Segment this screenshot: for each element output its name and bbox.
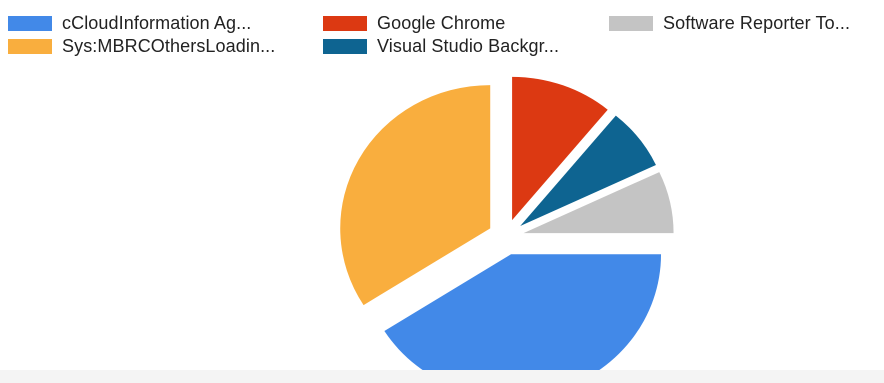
legend-label-software-reporter: Software Reporter To... [663,12,851,33]
pie-slice-ccloudinformation-ag[interactable] [384,254,662,383]
legend-swatch-visual-studio [323,38,367,54]
pie-slice-sys-mbrcothersloadin[interactable] [340,85,491,306]
legend-swatch-software-reporter [609,15,653,31]
pie-slice-google-chrome[interactable] [512,76,608,221]
legend-item-google-chrome[interactable]: Google Chrome [323,12,505,34]
legend-label-sys-mbrc: Sys:MBRCOthersLoadin... [62,35,276,56]
legend-swatch-google-chrome [323,15,367,31]
pie-slice-visual-studio-backgr[interactable] [520,115,656,226]
legend-item-sys-mbrc[interactable]: Sys:MBRCOthersLoadin... [8,35,275,57]
pie-slice-software-reporter-to[interactable] [523,172,674,234]
chart-legend: cCloudInformation Ag... Google Chrome So… [0,0,884,64]
legend-swatch-sys-mbrc [8,38,52,54]
legend-swatch-cloudinformation [8,15,52,31]
legend-label-cloudinformation: cCloudInformation Ag... [62,12,252,33]
bottom-strip [0,370,884,383]
legend-label-google-chrome: Google Chrome [377,12,506,33]
legend-item-software-reporter[interactable]: Software Reporter To... [609,12,850,34]
legend-item-visual-studio[interactable]: Visual Studio Backgr... [323,35,559,57]
legend-item-cloudinformation[interactable]: cCloudInformation Ag... [8,12,251,34]
legend-label-visual-studio: Visual Studio Backgr... [377,35,560,56]
